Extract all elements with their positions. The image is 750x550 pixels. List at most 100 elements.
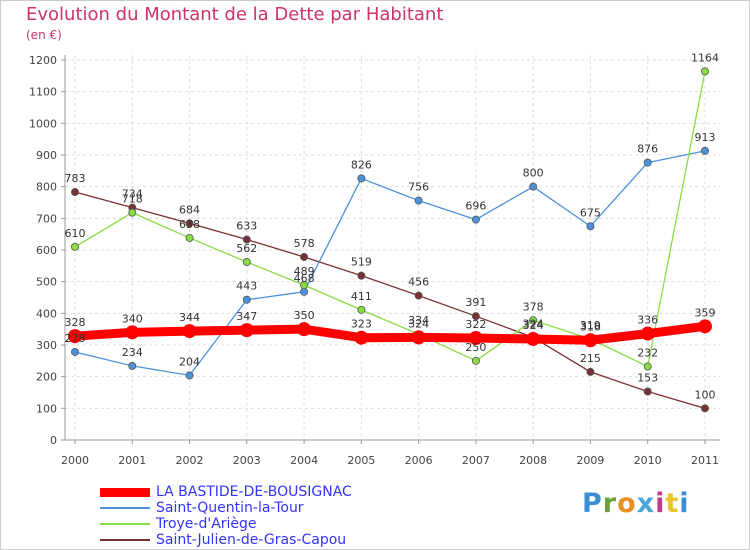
logo-letter: r [602, 488, 618, 519]
data-label: 204 [179, 355, 200, 368]
y-tick-label: 300 [36, 339, 57, 352]
data-point [471, 312, 480, 321]
y-tick-label: 900 [36, 149, 57, 162]
data-label: 610 [65, 227, 86, 240]
data-label: 456 [408, 276, 429, 289]
data-point [414, 291, 423, 300]
y-tick-label: 700 [36, 212, 57, 225]
data-label: 215 [580, 352, 601, 365]
data-label: 633 [236, 220, 257, 233]
data-label: 411 [351, 290, 372, 303]
data-point [300, 287, 309, 296]
data-label: 350 [294, 309, 315, 322]
x-tick-label: 2009 [576, 454, 604, 467]
x-tick-label: 2011 [691, 454, 719, 467]
data-label: 250 [465, 341, 486, 354]
data-point [468, 331, 483, 346]
data-point [128, 208, 137, 217]
y-tick-label: 400 [36, 307, 57, 320]
data-point [242, 235, 251, 244]
chart-subtitle: (en €) [26, 28, 62, 42]
data-point [643, 362, 652, 371]
data-point [529, 316, 538, 325]
chart-title: Evolution du Montant de la Dette par Hab… [26, 4, 444, 25]
data-label: 232 [637, 347, 658, 360]
data-point [583, 333, 598, 348]
logo-letter: x [636, 488, 656, 519]
data-label: 324 [408, 317, 429, 330]
data-point [68, 329, 82, 344]
data-point [643, 158, 652, 167]
logo-letter: t [665, 488, 680, 519]
y-tick-label: 1100 [29, 86, 57, 99]
data-label: 391 [465, 296, 486, 309]
data-point [71, 188, 80, 197]
x-tick-label: 2001 [118, 454, 146, 467]
data-label: 468 [294, 272, 315, 285]
x-tick-label: 2008 [519, 454, 547, 467]
data-point [411, 330, 426, 345]
y-tick-label: 200 [36, 371, 57, 384]
y-tick-label: 600 [36, 244, 57, 257]
data-point [354, 330, 369, 345]
y-tick-label: 1000 [29, 117, 57, 130]
data-point [185, 371, 194, 380]
legend-label: Saint-Quentin-la-Tour [156, 500, 304, 516]
plot-area [65, 55, 720, 440]
data-point [185, 219, 194, 228]
logo-letter: o [617, 488, 637, 519]
data-label: 783 [65, 172, 86, 185]
data-point [239, 323, 254, 338]
y-tick-label: 800 [36, 181, 57, 194]
legend-swatch [100, 488, 150, 497]
legend-swatch [100, 507, 150, 509]
data-label: 324 [523, 317, 544, 330]
x-tick-label: 2010 [634, 454, 662, 467]
data-label: 826 [351, 158, 372, 171]
data-label: 316 [580, 320, 601, 333]
data-point [529, 182, 538, 191]
x-tick-label: 2002 [176, 454, 204, 467]
data-point [414, 196, 423, 205]
data-point [700, 146, 709, 155]
data-label: 578 [294, 237, 315, 250]
legend-label: Troye-d'Ariège [156, 516, 257, 532]
series-line [74, 150, 706, 377]
data-label: 324 [523, 319, 544, 332]
data-label: 359 [694, 306, 715, 319]
data-point [297, 322, 312, 337]
data-point [586, 367, 595, 376]
legend-label: Saint-Julien-de-Gras-Capou [156, 532, 347, 548]
data-point [300, 252, 309, 261]
data-label: 234 [122, 346, 143, 359]
data-label: 334 [408, 314, 429, 327]
data-point [242, 258, 251, 267]
x-tick-label: 2004 [290, 454, 318, 467]
data-label: 278 [65, 332, 86, 345]
data-point [640, 326, 655, 341]
data-label: 100 [694, 388, 715, 401]
data-label: 347 [236, 310, 257, 323]
data-label: 718 [122, 193, 143, 206]
data-label: 153 [637, 372, 658, 385]
data-label: 734 [122, 188, 143, 201]
data-label: 340 [122, 312, 143, 325]
data-label: 323 [351, 318, 372, 331]
logo-letter: i [655, 488, 666, 519]
data-label: 638 [179, 218, 200, 231]
data-point [643, 387, 652, 396]
data-point [357, 305, 366, 314]
data-point [471, 356, 480, 365]
x-tick-label: 2005 [347, 454, 375, 467]
data-label: 913 [694, 131, 715, 144]
data-label: 756 [408, 181, 429, 194]
data-label: 876 [637, 143, 658, 156]
data-point [471, 215, 480, 224]
logo-letter: P [582, 488, 603, 519]
x-tick-label: 2007 [462, 454, 490, 467]
data-point [586, 222, 595, 231]
data-label: 562 [236, 242, 257, 255]
y-tick-label: 100 [36, 402, 57, 415]
data-label: 684 [179, 203, 200, 216]
